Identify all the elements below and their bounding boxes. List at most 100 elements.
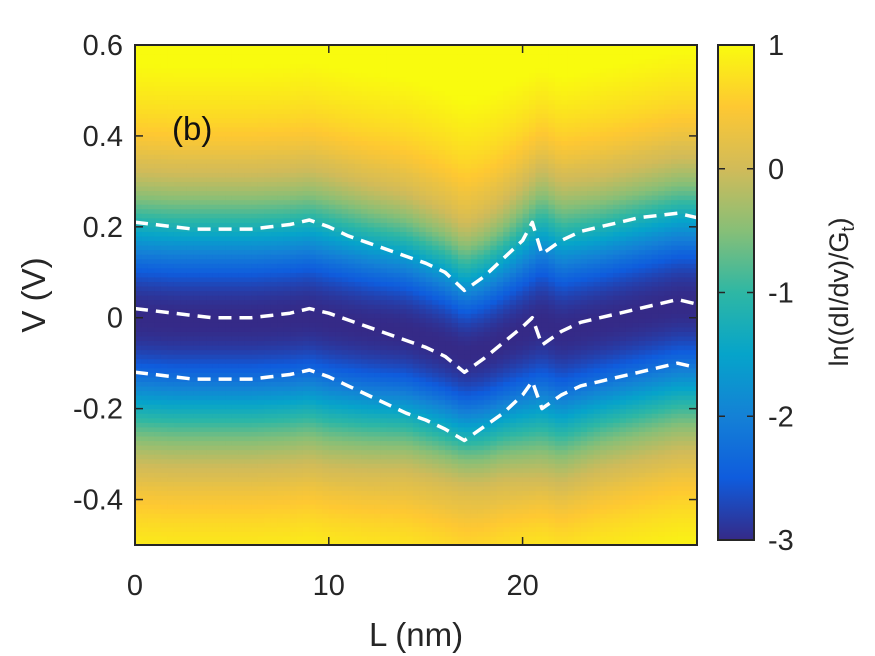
heatmap-cell: [341, 354, 349, 360]
heatmap-cell: [270, 358, 278, 364]
heatmap-cell: [296, 317, 304, 323]
heatmap-cell: [283, 45, 291, 51]
heatmap-cell: [270, 113, 278, 119]
heatmap-cell: [238, 108, 246, 114]
heatmap-cell: [335, 426, 343, 432]
heatmap-cell: [270, 176, 278, 182]
heatmap-cell: [212, 167, 220, 173]
heatmap-cell: [419, 217, 427, 223]
heatmap-cell: [354, 285, 362, 292]
heatmap-cell: [322, 272, 330, 278]
heatmap-cell: [283, 95, 291, 101]
heatmap-cell: [193, 185, 201, 192]
heatmap-cell: [322, 467, 330, 473]
heatmap-cell: [315, 322, 323, 328]
heatmap-cell: [341, 326, 349, 332]
heatmap-cell: [412, 90, 420, 96]
heatmap-cell: [348, 240, 356, 246]
heatmap-cell: [393, 458, 401, 464]
heatmap-cell: [374, 449, 382, 455]
heatmap-cell: [386, 276, 394, 282]
heatmap-cell: [238, 367, 246, 373]
heatmap-cell: [386, 208, 394, 214]
heatmap-cell: [361, 531, 369, 537]
heatmap-cell: [386, 63, 394, 69]
heatmap-cell: [264, 290, 272, 296]
heatmap-cell: [412, 308, 420, 314]
heatmap-cell: [361, 458, 369, 464]
heatmap-cell: [341, 240, 349, 246]
heatmap-cell: [218, 317, 227, 323]
heatmap-cell: [173, 185, 181, 192]
heatmap-cell: [270, 290, 278, 296]
heatmap-cell: [160, 522, 168, 528]
heatmap-cell: [290, 358, 298, 364]
heatmap-cell: [322, 495, 330, 501]
heatmap-cell: [193, 104, 201, 110]
heatmap-cell: [374, 276, 382, 282]
heatmap-cell: [419, 363, 427, 369]
heatmap-cell: [167, 126, 175, 132]
heatmap-cell: [141, 354, 149, 360]
heatmap-cell: [399, 399, 407, 405]
heatmap-cell: [341, 95, 349, 101]
heatmap-cell: [244, 326, 252, 332]
heatmap-cell: [367, 372, 375, 378]
heatmap-cell: [361, 90, 369, 96]
heatmap-cell: [309, 258, 317, 264]
heatmap-cell: [186, 308, 194, 314]
heatmap-cell: [290, 195, 298, 201]
heatmap-cell: [238, 104, 246, 110]
heatmap-cell: [393, 299, 401, 305]
heatmap-cell: [270, 354, 278, 360]
heatmap-cell: [186, 317, 194, 323]
heatmap-cell: [412, 285, 420, 292]
heatmap-cell: [296, 145, 304, 151]
heatmap-cell: [206, 304, 214, 310]
heatmap-cell: [244, 72, 252, 78]
heatmap-cell: [322, 345, 330, 351]
heatmap-cell: [328, 140, 336, 146]
heatmap-cell: [218, 85, 227, 92]
heatmap-cell: [225, 290, 233, 296]
heatmap-cell: [419, 95, 427, 101]
heatmap-cell: [419, 126, 427, 132]
heatmap-cell: [141, 304, 149, 310]
heatmap-cell: [186, 413, 194, 419]
heatmap-cell: [238, 295, 246, 301]
heatmap-cell: [328, 476, 336, 482]
heatmap-cell: [212, 358, 220, 364]
heatmap-cell: [231, 435, 239, 442]
heatmap-cell: [361, 108, 369, 114]
heatmap-cell: [380, 354, 388, 360]
heatmap-cell: [141, 290, 149, 296]
heatmap-cell: [302, 245, 311, 251]
heatmap-cell: [135, 249, 143, 255]
heatmap-cell: [322, 304, 330, 310]
heatmap-cell: [361, 117, 369, 123]
heatmap-cell: [218, 517, 227, 523]
heatmap-cell: [244, 167, 252, 173]
heatmap-cell: [412, 440, 420, 446]
heatmap-cell: [186, 240, 194, 246]
heatmap-cell: [147, 317, 155, 323]
heatmap-cell: [135, 299, 143, 305]
heatmap-cell: [302, 167, 311, 173]
heatmap-cell: [367, 213, 375, 219]
heatmap-cell: [367, 404, 375, 410]
heatmap-cell: [374, 249, 382, 255]
heatmap-cell: [193, 454, 201, 460]
heatmap-cell: [199, 45, 207, 51]
heatmap-cell: [251, 526, 259, 532]
heatmap-cell: [374, 431, 382, 437]
heatmap-cell: [141, 217, 149, 223]
heatmap-cell: [328, 335, 336, 342]
heatmap-cell: [386, 254, 394, 260]
heatmap-cell: [154, 149, 162, 155]
heatmap-cell: [264, 254, 272, 260]
heatmap-cell: [399, 176, 407, 182]
heatmap-cell: [296, 385, 304, 392]
heatmap-cell: [283, 226, 291, 232]
heatmap-cell: [238, 263, 246, 269]
heatmap-cell: [361, 72, 369, 78]
